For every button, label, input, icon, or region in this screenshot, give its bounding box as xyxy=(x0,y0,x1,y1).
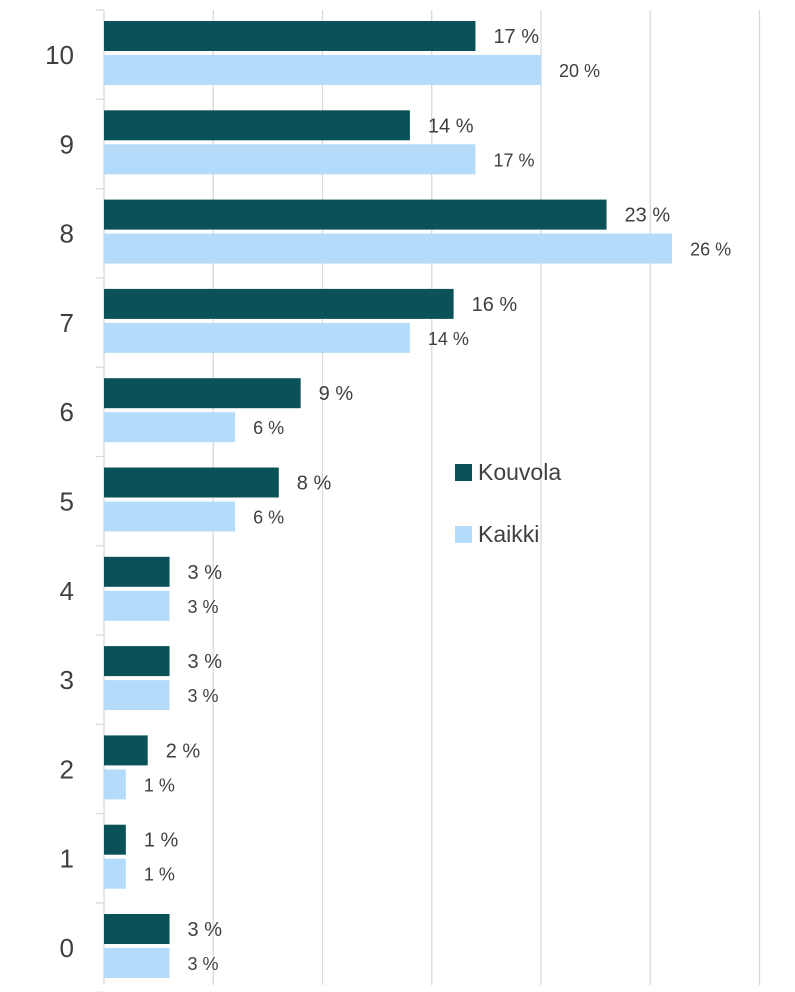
data-label-kaikki: 1 % xyxy=(144,775,175,795)
category-tick-label: 0 xyxy=(60,933,74,963)
data-labels: 17 %20 %14 %17 %23 %26 %16 %14 %9 %6 %8 … xyxy=(144,26,731,974)
data-label-kouvola: 2 % xyxy=(166,740,201,762)
data-label-kouvola: 17 % xyxy=(493,26,539,48)
data-label-kouvola: 3 % xyxy=(188,562,223,584)
bars xyxy=(104,21,673,978)
bar-kaikki xyxy=(104,858,126,889)
data-label-kaikki: 3 % xyxy=(188,686,219,706)
bar-kaikki xyxy=(104,590,170,621)
data-label-kaikki: 14 % xyxy=(428,329,469,349)
data-label-kouvola: 16 % xyxy=(472,294,518,316)
bar-kaikki xyxy=(104,144,476,175)
bar-kouvola xyxy=(104,199,607,230)
bar-kaikki xyxy=(104,322,410,353)
bar-kouvola xyxy=(104,378,301,409)
data-label-kouvola: 9 % xyxy=(319,383,354,405)
bar-kouvola xyxy=(104,110,410,141)
category-tick-label: 8 xyxy=(60,219,74,249)
legend-label-kaikki: Kaikki xyxy=(478,520,540,547)
bar-kaikki xyxy=(104,55,541,85)
data-label-kaikki: 3 % xyxy=(188,597,219,617)
data-label-kaikki: 6 % xyxy=(253,418,284,438)
category-tick-label: 10 xyxy=(45,40,74,70)
bar-kaikki xyxy=(104,948,170,978)
category-axis xyxy=(96,9,105,992)
category-tick-label: 9 xyxy=(60,129,74,159)
legend: Kouvola Kaikki xyxy=(455,455,561,579)
bar-kouvola xyxy=(104,288,454,319)
data-label-kouvola: 23 % xyxy=(625,205,671,227)
bar-kaikki xyxy=(104,412,236,443)
category-tick-label: 3 xyxy=(60,665,74,695)
legend-swatch-kouvola xyxy=(455,463,472,481)
data-label-kaikki: 17 % xyxy=(493,150,534,170)
data-label-kouvola: 8 % xyxy=(297,473,332,495)
legend-item-kaikki: Kaikki xyxy=(455,517,561,551)
bar-kouvola xyxy=(104,646,170,677)
legend-item-kouvola: Kouvola xyxy=(455,455,561,489)
category-tick-label: 6 xyxy=(60,397,74,427)
category-tick-label: 7 xyxy=(60,308,74,338)
data-label-kaikki: 3 % xyxy=(188,954,219,974)
data-label-kouvola: 14 % xyxy=(428,115,474,137)
bar-kouvola xyxy=(104,735,148,766)
bar-kouvola xyxy=(104,824,126,855)
category-tick-label: 5 xyxy=(60,487,74,517)
data-label-kaikki: 20 % xyxy=(559,61,600,81)
category-tick-label: 4 xyxy=(60,576,74,606)
category-tick-label: 2 xyxy=(60,754,74,784)
bar-kouvola xyxy=(104,556,170,587)
category-tick-label: 1 xyxy=(60,844,74,874)
bar-kaikki xyxy=(104,769,126,800)
bar-kouvola xyxy=(104,467,279,498)
data-label-kouvola: 1 % xyxy=(144,830,179,852)
bar-kouvola xyxy=(104,914,170,944)
data-label-kaikki: 6 % xyxy=(253,508,284,528)
data-label-kouvola: 3 % xyxy=(188,919,223,941)
legend-swatch-kaikki xyxy=(455,525,472,543)
bar-kouvola xyxy=(104,21,476,51)
bar-kaikki xyxy=(104,233,673,264)
data-label-kaikki: 26 % xyxy=(690,240,731,260)
data-label-kaikki: 1 % xyxy=(144,865,175,885)
bar-kaikki xyxy=(104,680,170,711)
bar-kaikki xyxy=(104,501,236,532)
data-label-kouvola: 3 % xyxy=(188,651,223,673)
legend-label-kouvola: Kouvola xyxy=(478,458,562,485)
